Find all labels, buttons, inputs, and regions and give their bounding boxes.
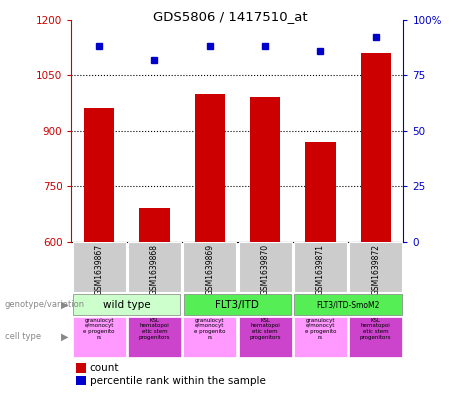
Text: granulocyt
e/monocyt
e progenito
rs: granulocyt e/monocyt e progenito rs [194,318,225,340]
FancyBboxPatch shape [183,242,236,292]
Bar [305,142,336,242]
Text: genotype/variation: genotype/variation [5,300,85,309]
Text: wild type: wild type [103,299,151,310]
FancyBboxPatch shape [73,294,180,316]
FancyBboxPatch shape [238,317,292,357]
Text: GSM1639872: GSM1639872 [371,244,380,295]
FancyBboxPatch shape [294,317,347,357]
FancyBboxPatch shape [238,242,292,292]
Text: GSM1639868: GSM1639868 [150,244,159,295]
FancyBboxPatch shape [72,242,126,292]
Text: cell type: cell type [5,332,41,342]
FancyBboxPatch shape [128,317,181,357]
Bar [84,108,114,242]
FancyBboxPatch shape [349,317,402,357]
FancyBboxPatch shape [349,242,402,292]
Text: FLT3/ITD-SmoM2: FLT3/ITD-SmoM2 [316,300,380,309]
Bar [76,364,86,373]
Text: KSL
hematopoi
etic stem
progenitors: KSL hematopoi etic stem progenitors [139,318,170,340]
Bar [195,94,225,242]
FancyBboxPatch shape [128,242,181,292]
Bar [361,53,391,242]
Text: KSL
hematopoi
etic stem
progenitors: KSL hematopoi etic stem progenitors [249,318,281,340]
FancyBboxPatch shape [183,317,236,357]
Text: GSM1639871: GSM1639871 [316,244,325,295]
FancyBboxPatch shape [184,294,291,316]
Text: count: count [90,363,119,373]
Bar [139,208,170,242]
Text: percentile rank within the sample: percentile rank within the sample [90,376,266,386]
Bar [250,97,280,242]
Text: GSM1639869: GSM1639869 [205,244,214,295]
FancyBboxPatch shape [295,294,402,316]
Text: granulocyt
e/monocyt
e progenito
rs: granulocyt e/monocyt e progenito rs [83,318,115,340]
FancyBboxPatch shape [72,317,126,357]
Bar [76,376,86,385]
Text: ▶: ▶ [61,332,68,342]
Text: KSL
hematopoi
etic stem
progenitors: KSL hematopoi etic stem progenitors [360,318,391,340]
Text: GSM1639870: GSM1639870 [260,244,270,295]
Text: FLT3/ITD: FLT3/ITD [215,299,260,310]
Text: GDS5806 / 1417510_at: GDS5806 / 1417510_at [153,10,308,23]
Text: ▶: ▶ [61,299,68,310]
Text: granulocyt
e/monocyt
e progenito
rs: granulocyt e/monocyt e progenito rs [305,318,336,340]
FancyBboxPatch shape [294,242,347,292]
Text: GSM1639867: GSM1639867 [95,244,104,295]
